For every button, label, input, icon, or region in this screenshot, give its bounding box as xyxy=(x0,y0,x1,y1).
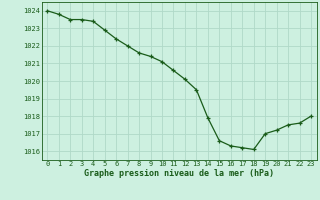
X-axis label: Graphe pression niveau de la mer (hPa): Graphe pression niveau de la mer (hPa) xyxy=(84,169,274,178)
